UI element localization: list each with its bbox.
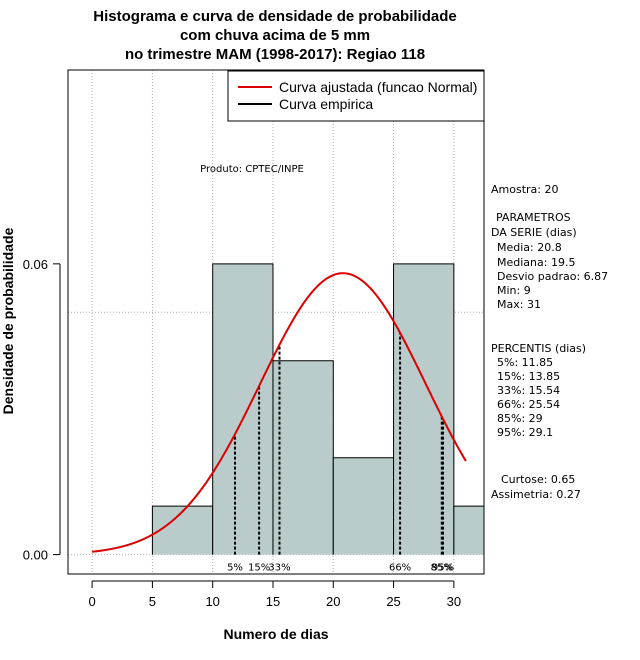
y-tick-label: 0.00 — [23, 548, 48, 563]
percentile-lines — [234, 332, 445, 555]
histogram-bar — [453, 506, 484, 555]
x-axis-title: Numero de dias — [223, 626, 328, 642]
stat-median: Mediana: 19.5 — [497, 256, 575, 269]
stat-max: Max: 31 — [497, 298, 541, 311]
stat-p5: 5%: 11.85 — [497, 356, 553, 369]
legend-label-normal: Curva ajustada (funcao Normal) — [279, 79, 477, 95]
side-statistics: Amostra: 20 PARAMETROS DA SERIE (dias) M… — [491, 183, 608, 501]
chart-title-line-2: com chuva acima de 5 mm — [180, 27, 370, 44]
legend-box — [227, 70, 485, 122]
chart-title-line-1: Histograma e curva de densidade de proba… — [93, 8, 456, 25]
legend-label-empirical: Curva empirica — [279, 96, 373, 112]
stat-percentiles-header: PERCENTIS (dias) — [491, 342, 586, 355]
stat-p15: 15%: 13.85 — [497, 370, 560, 383]
percentile-label: 15% — [248, 563, 270, 574]
x-axis: 0 5 10 15 20 25 30 — [88, 580, 461, 609]
normal-curve-line — [92, 272, 467, 553]
histogram-bar — [152, 506, 213, 555]
stat-p66: 66%: 25.54 — [497, 398, 560, 411]
percentile-label: 66% — [389, 563, 411, 574]
x-tick-label: 5 — [149, 594, 156, 609]
percentile-labels: 5% 15%33% 66% 85%95% — [227, 563, 454, 574]
legend: Curva ajustada (funcao Normal) Curva emp… — [227, 70, 485, 122]
stat-sd: Desvio padrao: 6.87 — [497, 270, 608, 283]
stat-mean: Media: 20.8 — [497, 241, 562, 254]
histogram-bars — [151, 263, 485, 555]
x-tick-label: 20 — [326, 594, 340, 609]
stat-params-header-1: PARAMETROS — [496, 211, 571, 224]
percentile-label: 95% — [432, 563, 454, 574]
y-axis: 0.00 0.06 — [23, 257, 61, 563]
plot-frame — [67, 69, 485, 575]
histogram-bar — [333, 457, 394, 555]
x-tick-label: 10 — [205, 594, 219, 609]
chart-title-line-3: no trimestre MAM (1998-2017): Regiao 118 — [125, 46, 425, 63]
stat-sample: Amostra: 20 — [491, 183, 558, 196]
x-tick-label: 15 — [266, 594, 280, 609]
normal-curve — [92, 272, 467, 553]
stat-p95: 95%: 29.1 — [497, 426, 553, 439]
x-tick-label: 0 — [88, 594, 95, 609]
stat-p85: 85%: 29 — [497, 412, 543, 425]
histogram-bar — [212, 263, 273, 555]
y-axis-title: Densidade de probabilidade — [0, 227, 16, 414]
histogram-bar-outline — [393, 263, 455, 555]
stat-kurtosis: Curtose: 0.65 — [501, 473, 575, 486]
histogram-bar — [272, 360, 334, 555]
y-tick-label: 0.06 — [23, 257, 48, 272]
histogram-bar — [393, 263, 454, 555]
percentile-label: 85% — [431, 563, 453, 574]
percentile-label: 33% — [268, 563, 290, 574]
percentile-label: 5% — [227, 563, 243, 574]
stat-skewness: Assimetria: 0.27 — [491, 488, 581, 501]
stat-min: Min: 9 — [497, 284, 531, 297]
x-tick-label: 25 — [386, 594, 400, 609]
x-tick-label: 30 — [447, 594, 461, 609]
stat-p33: 33%: 15.54 — [497, 384, 560, 397]
stat-params-header-2: DA SERIE (dias) — [491, 226, 577, 239]
product-annotation: Produto: CPTEC/INPE — [200, 164, 304, 175]
